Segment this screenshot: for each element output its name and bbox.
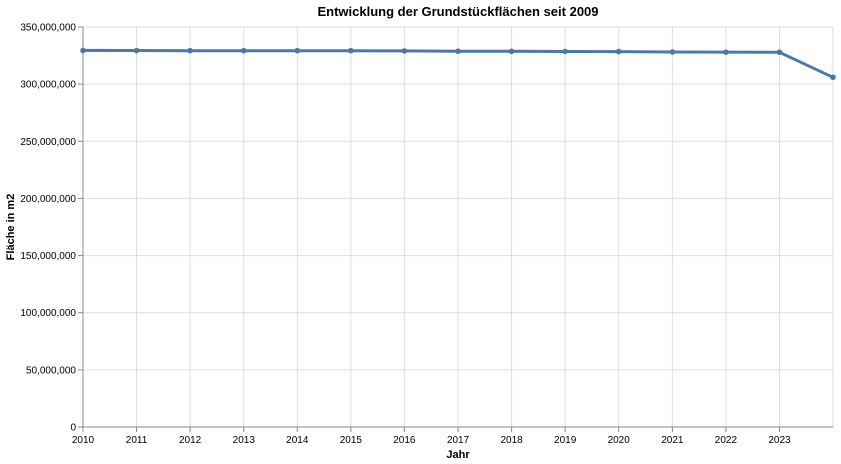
x-tick-label: 2022	[715, 435, 738, 446]
data-point	[80, 47, 86, 54]
y-tick-label: 350,000,000	[20, 23, 76, 34]
y-tick-label: 150,000,000	[20, 251, 76, 262]
y-axis-title: Fläche in m2	[5, 194, 17, 261]
y-tick-label: 250,000,000	[20, 137, 76, 148]
y-tick-label: 50,000,000	[26, 365, 76, 376]
data-point	[348, 47, 354, 54]
x-tick-label: 2021	[661, 435, 684, 446]
x-tick-label: 2019	[554, 435, 577, 446]
y-tick-label: 200,000,000	[20, 194, 76, 205]
data-point	[615, 48, 622, 55]
data-point	[455, 48, 461, 55]
x-tick-label: 2023	[768, 435, 791, 446]
x-tick-label: 2012	[179, 435, 202, 446]
x-tick-label: 2018	[500, 435, 523, 446]
data-point	[669, 49, 676, 55]
x-tick-label: 2016	[393, 435, 416, 446]
y-tick-label: 0	[70, 423, 76, 434]
y-tick-label: 100,000,000	[20, 308, 76, 319]
data-point	[401, 48, 408, 54]
data-point	[723, 49, 729, 55]
x-tick-label: 2013	[233, 435, 256, 446]
data-point	[294, 47, 301, 54]
axes: 0 50,000,000 100,000,000 150,000,000 200,000…	[20, 23, 833, 446]
x-tick-label: 2017	[447, 435, 470, 446]
y-tick-label: 300,000,000	[20, 80, 76, 91]
data-point	[562, 48, 568, 55]
x-tick-label: 2015	[340, 435, 363, 446]
data-point	[133, 47, 140, 54]
x-tick-label: 2011	[126, 435, 148, 446]
grid	[82, 26, 834, 428]
chart-title: Entwicklung der Grundstückflächen seit 2…	[317, 4, 598, 19]
data-point	[508, 48, 515, 55]
data-point	[776, 49, 783, 56]
x-tick-label: 2010	[72, 435, 95, 446]
x-tick-label: 2020	[608, 435, 631, 446]
series	[80, 47, 836, 81]
data-point	[187, 47, 193, 54]
x-axis-title: Jahr	[446, 449, 470, 461]
x-tick-label: 2014	[286, 435, 309, 446]
data-point	[240, 47, 247, 54]
data-point	[830, 74, 836, 81]
